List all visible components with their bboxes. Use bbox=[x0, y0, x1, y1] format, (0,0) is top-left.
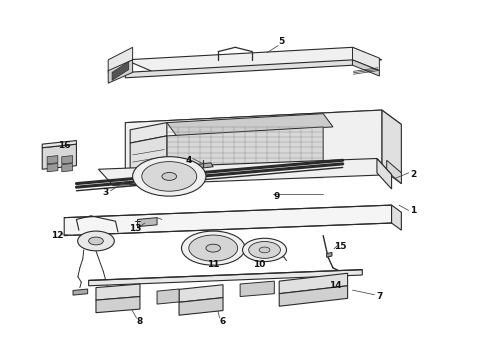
Polygon shape bbox=[279, 286, 347, 306]
Text: 11: 11 bbox=[207, 260, 220, 269]
Ellipse shape bbox=[133, 157, 206, 196]
Polygon shape bbox=[167, 127, 323, 178]
Polygon shape bbox=[196, 163, 213, 168]
Polygon shape bbox=[327, 252, 332, 257]
Text: 12: 12 bbox=[50, 231, 63, 240]
Polygon shape bbox=[108, 60, 133, 83]
Polygon shape bbox=[96, 297, 140, 313]
Polygon shape bbox=[179, 285, 223, 302]
Text: 2: 2 bbox=[411, 170, 416, 179]
Ellipse shape bbox=[162, 172, 176, 180]
Text: 14: 14 bbox=[329, 281, 342, 290]
Ellipse shape bbox=[259, 247, 270, 253]
Text: 16: 16 bbox=[58, 141, 71, 150]
Polygon shape bbox=[382, 110, 401, 184]
Polygon shape bbox=[42, 140, 76, 148]
Polygon shape bbox=[47, 156, 58, 164]
Polygon shape bbox=[392, 205, 401, 230]
Text: 1: 1 bbox=[411, 206, 416, 215]
Ellipse shape bbox=[243, 238, 287, 262]
Text: 13: 13 bbox=[129, 224, 141, 233]
Polygon shape bbox=[62, 163, 73, 172]
Polygon shape bbox=[352, 60, 379, 76]
Polygon shape bbox=[89, 270, 362, 286]
Text: 15: 15 bbox=[334, 242, 346, 251]
Polygon shape bbox=[96, 284, 140, 300]
Polygon shape bbox=[73, 289, 88, 295]
Text: 4: 4 bbox=[186, 156, 192, 165]
Text: 7: 7 bbox=[376, 292, 383, 301]
Polygon shape bbox=[108, 47, 133, 72]
Polygon shape bbox=[279, 273, 347, 294]
Polygon shape bbox=[98, 158, 392, 185]
Polygon shape bbox=[47, 163, 58, 172]
Ellipse shape bbox=[189, 235, 238, 261]
Text: 10: 10 bbox=[253, 260, 266, 269]
Polygon shape bbox=[125, 60, 352, 78]
Polygon shape bbox=[125, 47, 382, 72]
Polygon shape bbox=[138, 218, 157, 226]
Ellipse shape bbox=[142, 162, 197, 191]
Ellipse shape bbox=[89, 237, 103, 245]
Polygon shape bbox=[130, 136, 167, 185]
Polygon shape bbox=[157, 289, 179, 304]
Text: 9: 9 bbox=[273, 192, 280, 201]
Polygon shape bbox=[101, 287, 113, 293]
Polygon shape bbox=[112, 62, 129, 80]
Ellipse shape bbox=[77, 231, 114, 251]
Polygon shape bbox=[179, 298, 223, 315]
Polygon shape bbox=[62, 156, 73, 164]
Polygon shape bbox=[42, 144, 76, 169]
Text: 6: 6 bbox=[220, 317, 226, 326]
Polygon shape bbox=[167, 114, 333, 136]
Polygon shape bbox=[125, 110, 401, 137]
Ellipse shape bbox=[206, 244, 220, 252]
Polygon shape bbox=[125, 110, 382, 182]
Polygon shape bbox=[130, 123, 167, 143]
Polygon shape bbox=[387, 160, 401, 184]
Polygon shape bbox=[240, 281, 274, 297]
Text: 3: 3 bbox=[102, 188, 109, 197]
Polygon shape bbox=[64, 205, 392, 235]
Ellipse shape bbox=[181, 231, 245, 265]
Polygon shape bbox=[377, 158, 392, 189]
Text: 8: 8 bbox=[137, 317, 143, 326]
Polygon shape bbox=[352, 47, 379, 71]
Text: 5: 5 bbox=[278, 37, 285, 46]
Ellipse shape bbox=[248, 242, 280, 258]
